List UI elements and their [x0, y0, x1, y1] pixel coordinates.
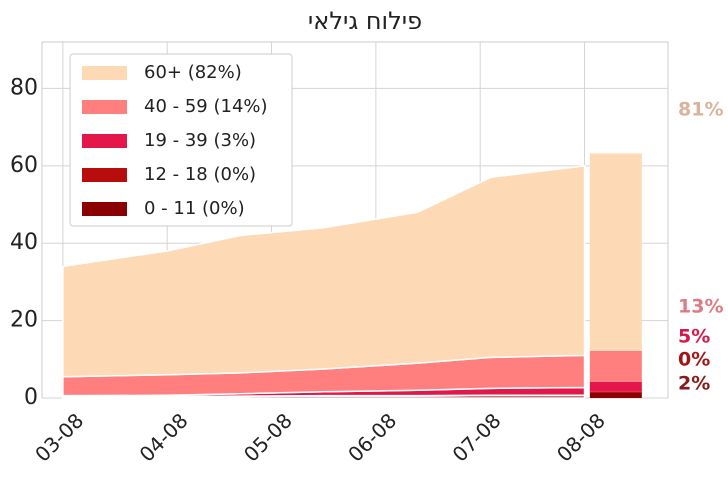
- side-label: 81%: [678, 99, 723, 121]
- bar-segment: [589, 350, 642, 382]
- bar-segment: [589, 392, 642, 398]
- x-tick-label: 04-08: [135, 408, 193, 466]
- y-tick-label: 20: [10, 308, 38, 333]
- legend-swatch: [82, 100, 127, 114]
- chart-title: פילוח גילאי: [308, 7, 422, 35]
- y-tick-label: 80: [10, 75, 38, 100]
- y-tick-label: 60: [10, 153, 38, 178]
- legend-label: 60+ (82%): [144, 62, 242, 83]
- legend-label: 40 - 59 (14%): [144, 96, 268, 117]
- legend-swatch: [82, 66, 127, 80]
- area: [62, 164, 586, 378]
- side-label: 5%: [678, 326, 710, 348]
- y-tick-label: 40: [10, 230, 38, 255]
- legend-swatch: [82, 134, 127, 148]
- x-tick-label: 07-08: [448, 408, 506, 466]
- side-label: 2%: [678, 373, 710, 395]
- x-tick-label: 05-08: [239, 408, 297, 466]
- x-tick-label: 03-08: [30, 408, 88, 466]
- x-tick-label: 06-08: [343, 408, 401, 466]
- side-label: 0%: [678, 349, 710, 371]
- y-tick-label: 0: [24, 385, 38, 410]
- side-label: 13%: [678, 296, 723, 318]
- legend-label: 0 - 11 (0%): [144, 198, 245, 219]
- bar-segment: [589, 381, 642, 392]
- bar-segment: [589, 391, 642, 393]
- legend: [69, 53, 293, 227]
- legend-swatch: [82, 168, 127, 182]
- x-tick-label: 08-08: [552, 408, 610, 466]
- legend-label: 12 - 18 (0%): [144, 164, 256, 185]
- bar-segment: [589, 153, 642, 351]
- legend-swatch: [82, 202, 127, 216]
- legend-label: 19 - 39 (3%): [144, 130, 256, 151]
